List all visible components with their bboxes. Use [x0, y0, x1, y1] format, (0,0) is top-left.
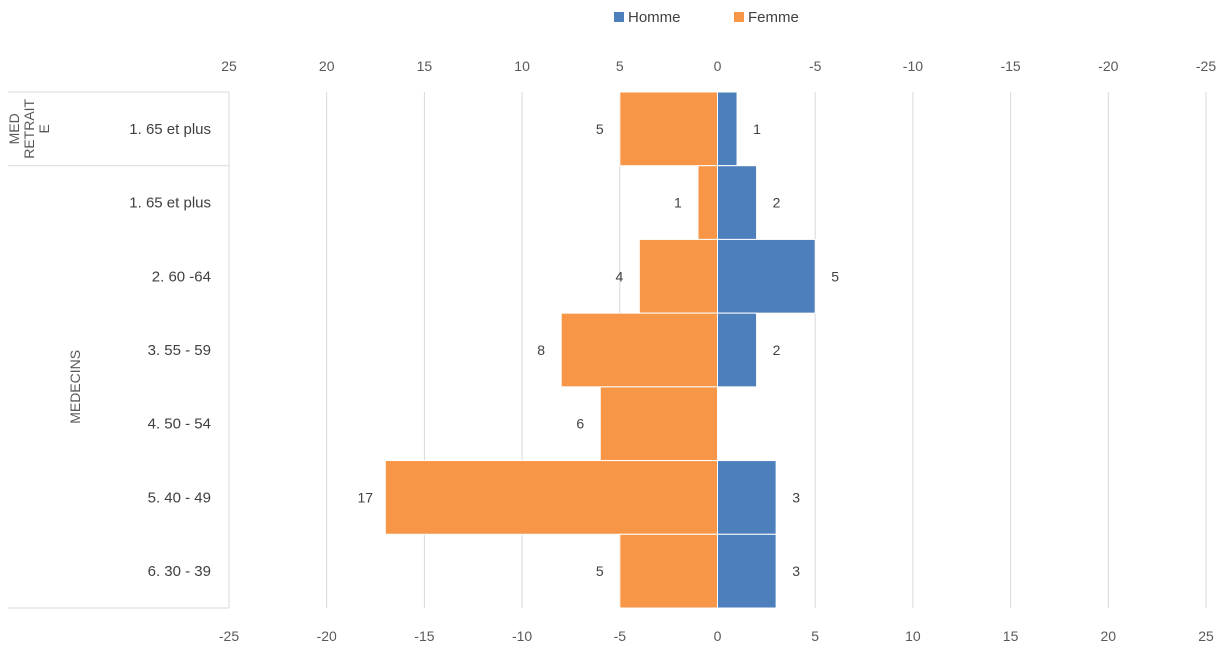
bar-homme: [717, 165, 758, 240]
top-tick-label: 5: [616, 58, 624, 74]
data-label-femme: 17: [358, 489, 374, 505]
data-label-homme: 1: [753, 121, 761, 137]
bar-homme: [717, 312, 758, 388]
group-label-line: E: [36, 124, 52, 133]
category-label: 1. 65 et plus: [129, 121, 211, 138]
bar-homme: [717, 533, 777, 609]
category-axis-frame: [8, 91, 230, 609]
data-label-femme: 6: [576, 416, 584, 432]
category-label: 3. 55 - 59: [148, 342, 211, 359]
bottom-tick-label: 10: [905, 628, 921, 644]
data-labels: 1 2 5 2 3 3 5 1 4 8 6 17 5: [358, 121, 840, 579]
group-label-line: MED: [6, 113, 22, 144]
bar-femme: [619, 91, 718, 167]
category-label: 2. 60 -64: [152, 268, 211, 285]
category-label: 6. 30 - 39: [148, 563, 211, 580]
top-tick-label: -10: [903, 58, 923, 74]
bars: [384, 91, 816, 609]
bar-homme: [717, 460, 777, 535]
chart-legend: Homme Femme: [614, 9, 799, 26]
bottom-tick-label: -20: [317, 628, 337, 644]
legend-label-femme: Femme: [748, 9, 799, 26]
top-tick-label: 15: [417, 58, 433, 74]
bar-femme: [638, 238, 719, 314]
group-label: MEDRETRAITE: [6, 98, 52, 158]
bar-femme: [697, 165, 719, 240]
data-label-homme: 2: [773, 195, 781, 211]
data-label-femme: 1: [674, 195, 682, 211]
bottom-tick-label: 5: [811, 628, 819, 644]
group-label-line: RETRAIT: [21, 98, 37, 158]
bar-homme: [717, 238, 816, 314]
data-label-homme: 5: [831, 268, 839, 284]
bottom-axis: -25 -20 -15 -10 -5 0 5 10 15 20 25: [219, 628, 1214, 644]
top-tick-label: -15: [1000, 58, 1020, 74]
top-tick-label: -20: [1098, 58, 1118, 74]
group-labels: MEDRETRAITE MEDECINS: [6, 98, 83, 423]
category-labels: 1. 65 et plus 1. 65 et plus 2. 60 -64 3. 55…: [129, 121, 211, 580]
data-label-femme: 8: [537, 342, 545, 358]
top-tick-label: 20: [319, 58, 335, 74]
top-tick-label: -5: [809, 58, 822, 74]
category-label: 1. 65 et plus: [129, 195, 211, 212]
bar-femme: [599, 386, 719, 462]
bottom-tick-label: -10: [512, 628, 532, 644]
legend-swatch-femme: [734, 12, 744, 22]
bar-femme: [384, 460, 718, 535]
bar-femme: [560, 312, 718, 388]
bottom-tick-label: -25: [219, 628, 239, 644]
bottom-tick-label: -5: [614, 628, 627, 644]
data-label-homme: 3: [792, 563, 800, 579]
category-label: 5. 40 - 49: [148, 489, 211, 506]
bottom-tick-label: 15: [1003, 628, 1019, 644]
bottom-tick-label: 0: [714, 628, 722, 644]
bottom-tick-label: -15: [414, 628, 434, 644]
data-label-femme: 5: [596, 121, 604, 137]
data-label-homme: 3: [792, 489, 800, 505]
group-label-line: MEDECINS: [67, 350, 83, 424]
group-label: MEDECINS: [67, 350, 83, 424]
legend-swatch-homme: [614, 12, 624, 22]
data-label-homme: 2: [773, 342, 781, 358]
top-tick-label: 25: [221, 58, 237, 74]
category-label: 4. 50 - 54: [148, 416, 211, 433]
bar-homme: [717, 91, 738, 167]
data-label-femme: 4: [615, 268, 623, 284]
bottom-tick-label: 20: [1101, 628, 1117, 644]
bottom-tick-label: 25: [1198, 628, 1214, 644]
top-axis: 25 20 15 10 5 0 -5 -10 -15 -20 -25: [221, 58, 1216, 74]
top-tick-label: -25: [1196, 58, 1216, 74]
legend-label-homme: Homme: [628, 9, 681, 26]
top-tick-label: 10: [514, 58, 530, 74]
bar-femme: [619, 533, 718, 609]
top-tick-label: 0: [714, 58, 722, 74]
data-label-femme: 5: [596, 563, 604, 579]
